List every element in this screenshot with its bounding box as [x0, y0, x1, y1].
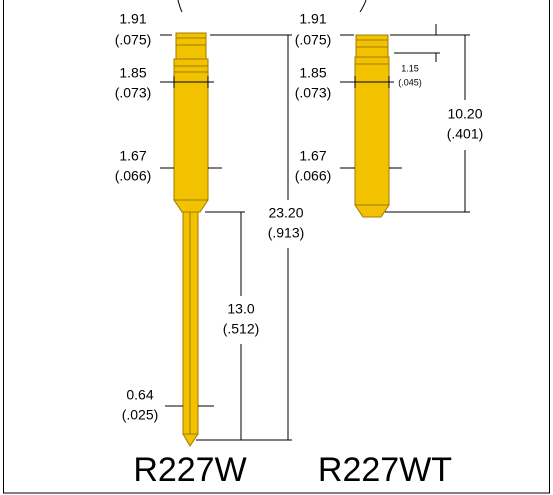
dim-inch: (.066)	[295, 168, 332, 184]
dim-inch: (.045)	[398, 77, 422, 87]
dim-mm: 0.64	[126, 387, 153, 403]
leader	[177, 0, 367, 13]
dim-inch: (.073)	[115, 85, 152, 101]
part-label: R227WT	[318, 451, 452, 489]
dim-inch: (.066)	[115, 168, 152, 184]
dim-inch: (.025)	[122, 407, 159, 423]
dim-inch: (.512)	[223, 321, 260, 337]
dim-inch: (.075)	[295, 32, 332, 48]
pin-r227w	[173, 32, 209, 447]
pin-r227wt	[354, 34, 390, 218]
dimension-lines	[340, 24, 470, 213]
dim-mm: 1.85	[119, 65, 146, 81]
dim-mm: 13.0	[227, 301, 254, 317]
dim-mm: 1.67	[299, 148, 326, 164]
part-label: R227W	[133, 451, 246, 489]
dim-inch: (.073)	[295, 85, 332, 101]
dim-mm: 1.91	[119, 11, 146, 27]
frame	[3, 0, 550, 494]
dim-mm: 10.20	[447, 106, 482, 122]
dim-mm: 23.20	[268, 205, 303, 221]
dimension-lines	[160, 34, 292, 441]
dim-inch: (.075)	[115, 32, 152, 48]
dim-mm: 1.85	[299, 65, 326, 81]
dim-mm: 1.15	[401, 63, 419, 73]
dim-inch: (.401)	[447, 126, 484, 142]
dim-inch: (.913)	[268, 225, 305, 241]
dim-mm: 1.67	[119, 148, 146, 164]
dim-mm: 1.91	[299, 11, 326, 27]
